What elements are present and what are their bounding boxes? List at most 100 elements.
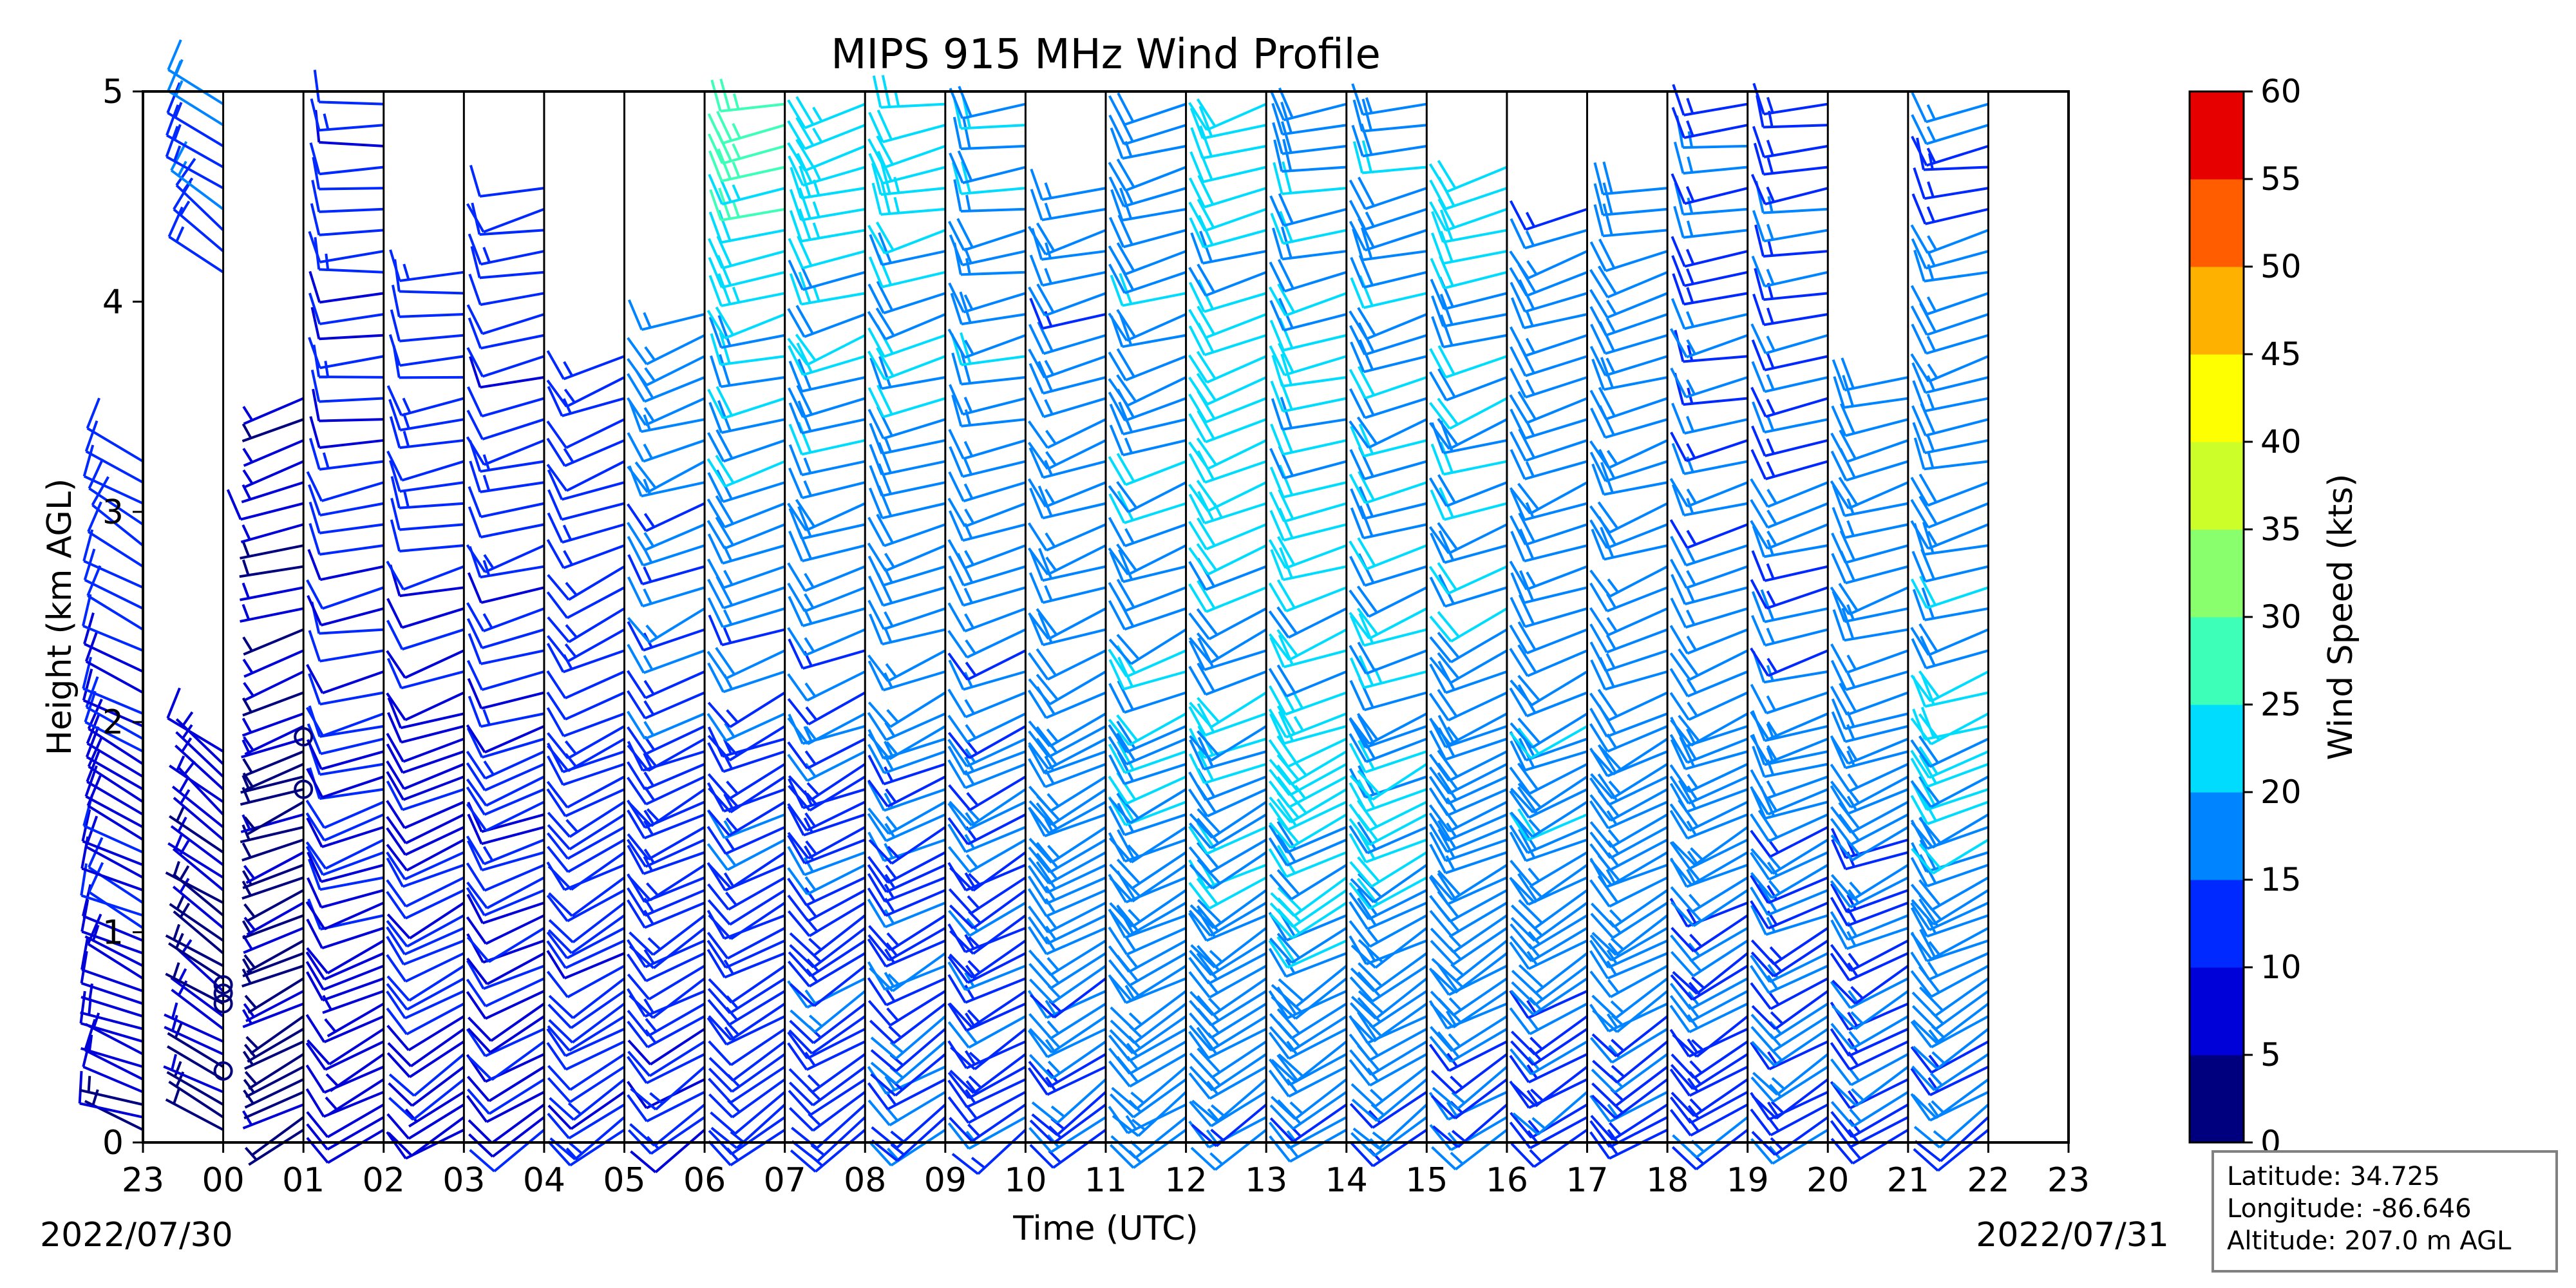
wind-barb [169,806,224,854]
wind-barb [630,1128,706,1173]
wind-barb [708,148,786,183]
wind-barb [1108,788,1187,824]
colorbar-tick-label: 45 [2260,336,2302,373]
wind-barb [325,1053,384,1092]
wind-barb [244,1128,305,1166]
wind-barb [387,1116,465,1157]
wind-barb [240,603,304,623]
wind-barb [1912,380,1989,413]
wind-barb [867,307,946,341]
wind-barb [1349,416,1428,449]
wind-barb [1751,550,1828,582]
wind-barb [626,761,705,791]
wind-barb [1509,560,1588,591]
wind-barb [1671,255,1748,287]
wind-barb [546,1040,625,1071]
wind-barb [1510,279,1588,313]
wind-barb [1108,712,1187,746]
wind-barb [1350,505,1427,540]
colorbar-tick-label: 40 [2260,423,2302,460]
wind-barb [948,282,1027,314]
wind-barb [1029,298,1106,330]
wind-barb [1268,606,1347,639]
wind-barb [1589,950,1668,980]
wind-barb [1510,489,1588,522]
wind-barb [953,179,1026,213]
wind-barb [1510,528,1587,563]
wind-barb [243,670,305,701]
wind-barb [948,429,1026,460]
wind-barb [386,826,465,857]
x-tick-label: 19 [1727,1161,1769,1200]
wind-barb [1349,176,1427,211]
wind-barb [1268,844,1347,878]
wind-barb [175,724,224,778]
wind-barb [1911,135,1989,167]
wind-barb [85,726,144,791]
wind-barb [1109,424,1187,457]
wind-barb [1350,952,1428,992]
wind-barb [710,354,785,388]
wind-barb [1913,167,1989,200]
wind-barb [1509,939,1588,971]
wind-barb [627,826,706,861]
wind-barb [1268,705,1347,739]
wind-barb [386,658,464,690]
wind-barb [947,602,1027,633]
wind-barb [547,512,625,544]
wind-barb [173,902,224,954]
wind-barb [1913,1128,1989,1172]
wind-barb [1349,914,1428,948]
wind-barb [1188,305,1267,339]
wind-barb [1027,439,1106,471]
wind-barb [1750,520,1828,550]
wind-barb [1591,1015,1669,1057]
wind-barb [1589,565,1669,598]
wind-barb [1429,712,1508,746]
wind-barb [1028,902,1106,934]
wind-barb [1188,450,1267,484]
wind-barb [1429,828,1508,862]
wind-barb [1911,813,1989,849]
wind-barb [1671,236,1748,268]
wind-barb [1910,746,1989,779]
wind-barb [1750,786,1829,816]
wind-barb [1027,926,1106,956]
wind-barb [1752,294,1828,327]
wind-barb [305,961,384,991]
colorbar-segment [2190,705,2244,793]
wind-barb [84,690,144,753]
wind-barb [1830,430,1909,463]
calm-marker [294,779,314,799]
wind-barb [867,873,946,903]
wind-barb [1830,952,1909,982]
wind-barb [1429,574,1508,608]
wind-barb [308,673,384,706]
wind-barb [1509,481,1588,515]
wind-barb [1510,914,1588,951]
wind-barb [1189,106,1267,140]
wind-barb [165,126,224,189]
wind-barb [1349,553,1427,587]
wind-barb [1750,927,1829,965]
wind-barb [1591,526,1668,561]
wind-barb [1911,839,1989,873]
wind-barb [1028,1040,1107,1080]
wind-barb [627,576,705,608]
wind-barb [707,386,786,420]
wind-barb [1593,182,1668,216]
wind-barb [307,851,384,884]
wind-barb [165,861,224,904]
wind-barb [466,893,545,925]
wind-barb [468,633,545,665]
y-axis-label: Height (km AGL) [41,478,79,755]
wind-barb [787,1027,866,1060]
wind-barb [546,350,625,381]
colorbar-tick-label: 60 [2260,73,2302,110]
wind-barb [466,914,545,945]
wind-barb [1752,82,1828,116]
wind-barb [1669,519,1748,549]
wind-barb [547,1065,625,1103]
wind-barb [787,305,866,338]
wind-barb [1589,501,1668,534]
